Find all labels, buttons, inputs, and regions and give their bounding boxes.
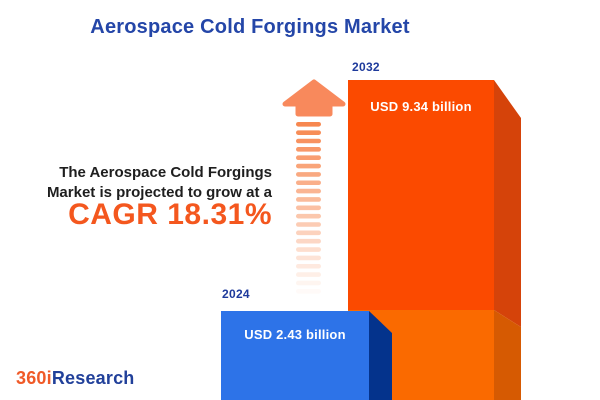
growth-arrow-stripe [296, 213, 321, 219]
growth-arrow-stripe [296, 155, 321, 160]
growth-arrow-stripe [296, 289, 321, 294]
growth-arrow-stripe [296, 222, 321, 227]
growth-arrow-stripe [296, 197, 321, 202]
growth-arrow-stripe [296, 272, 321, 277]
growth-arrow-stripe [296, 180, 321, 186]
bar-2032-front-upper [348, 80, 494, 310]
cagr-value: CAGR 18.31% [68, 198, 272, 231]
bar-2032 [348, 80, 521, 400]
growth-arrow-stripe [296, 263, 321, 269]
growth-arrow-icon [282, 79, 346, 117]
annotation-line2: Market is projected to grow at a [46, 183, 272, 201]
page-title: Aerospace Cold Forgings Market [90, 16, 410, 38]
bar-value-2032: USD 9.34 billion [370, 99, 472, 114]
bar-2032-side-upper [494, 80, 521, 327]
growth-arrow-stripe [296, 255, 321, 261]
growth-arrow-stripe [296, 280, 321, 286]
bar-2032-side-lower [494, 310, 521, 400]
logo: 360iResearch [16, 368, 135, 389]
year-label-2032: 2032 [352, 60, 380, 74]
growth-arrow-stripe [296, 238, 321, 244]
bar-2024-side [369, 311, 392, 400]
growth-arrow-stripes [296, 122, 321, 294]
growth-arrow-stripe [296, 230, 321, 236]
bar-2024-front [221, 311, 369, 400]
annotation-text: The Aerospace Cold Forgings Market is pr… [47, 163, 272, 203]
growth-arrow-stripe [296, 138, 321, 144]
growth-arrow-stripe [296, 247, 321, 252]
logo-research: Research [51, 368, 135, 388]
growth-arrow-stripe [296, 147, 321, 152]
growth-arrow-stripe [296, 163, 321, 169]
bar-2024 [221, 311, 392, 400]
growth-arrow-stripe [296, 122, 321, 127]
growth-arrow-stripe [296, 130, 321, 135]
year-label-2024: 2024 [222, 287, 250, 301]
growth-arrow-stripe [296, 205, 321, 211]
growth-arrow-stripe [296, 188, 321, 194]
growth-arrow-stripe [296, 172, 321, 177]
annotation-line1: The Aerospace Cold Forgings [59, 164, 272, 181]
logo-360i: 360i [16, 368, 52, 388]
bar-value-2024: USD 2.43 billion [244, 327, 346, 342]
